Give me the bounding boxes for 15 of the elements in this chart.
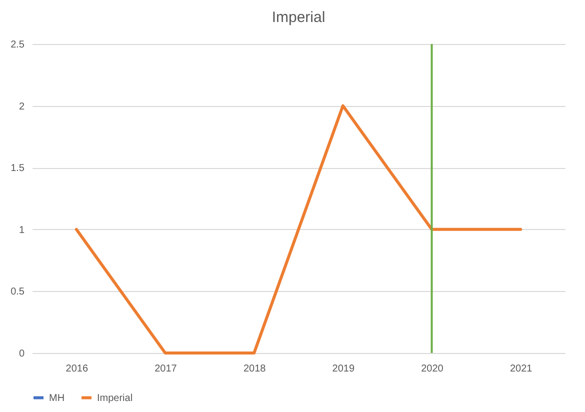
y-tick-label: 0.5 bbox=[10, 286, 25, 298]
y-tick-label: 2.5 bbox=[10, 40, 25, 50]
x-tick-label: 2021 bbox=[510, 364, 533, 374]
legend-label: Imperial bbox=[97, 392, 133, 404]
y-tick-label: 2 bbox=[18, 101, 25, 112]
x-tick-label: 2019 bbox=[332, 364, 355, 374]
x-tick-label: 2016 bbox=[66, 364, 88, 374]
legend-label: MH bbox=[49, 392, 65, 404]
y-tick-label: 1 bbox=[18, 224, 25, 236]
x-tick-label: 2017 bbox=[154, 364, 178, 374]
y-tick-label: 0 bbox=[18, 348, 25, 360]
chart-title: Imperial bbox=[272, 9, 326, 26]
x-tick-label: 2020 bbox=[421, 364, 444, 374]
x-tick-label: 2018 bbox=[243, 364, 266, 374]
y-tick-label: 1.5 bbox=[10, 163, 25, 174]
